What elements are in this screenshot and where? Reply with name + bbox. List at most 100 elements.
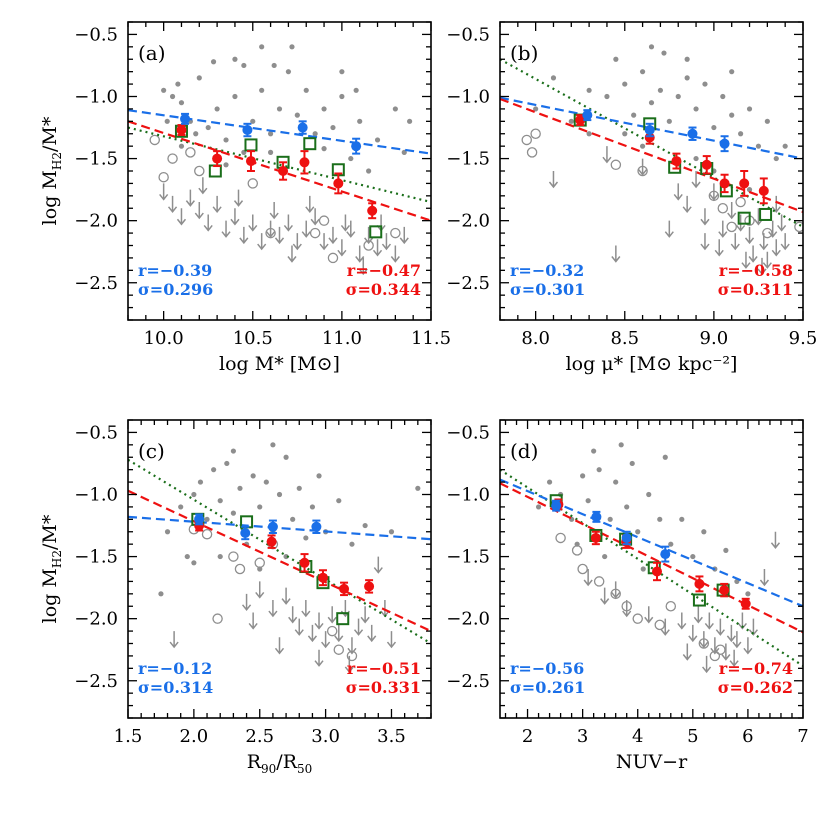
grey-dot xyxy=(568,118,574,124)
blue-mean-point xyxy=(180,113,191,124)
grey-open-circle xyxy=(318,215,330,226)
grey-dot xyxy=(205,124,211,131)
grey-dot xyxy=(232,93,238,100)
x-tick-label: 11.0 xyxy=(322,328,362,349)
grey-dot xyxy=(392,106,398,112)
x-tick-label: 2.0 xyxy=(180,726,209,747)
grey-dot xyxy=(276,106,283,112)
grey-dot xyxy=(374,137,381,143)
grey-dot xyxy=(285,69,292,75)
y-tick-label: −2.5 xyxy=(74,273,118,294)
x-tick-label: 2 xyxy=(522,726,533,747)
upper-limit-arrow xyxy=(281,587,291,605)
grey-open-circle xyxy=(326,625,338,637)
grey-dot xyxy=(349,541,355,547)
grey-dot xyxy=(764,118,770,124)
upper-limit-arrow xyxy=(358,257,368,276)
upper-limit-arrow xyxy=(704,612,714,630)
upper-limit-arrow xyxy=(759,569,770,587)
y-tick-label: −0.5 xyxy=(74,24,118,45)
grey-dot xyxy=(289,44,295,50)
x-axis-title: NUV−r xyxy=(616,751,688,773)
blue-mean-point xyxy=(240,527,251,538)
upper-limit-arrow xyxy=(583,569,593,587)
grey-dot xyxy=(230,510,236,516)
upper-limit-arrow xyxy=(373,556,383,574)
green-square xyxy=(692,593,706,607)
green-square xyxy=(208,164,222,178)
grey-dot xyxy=(294,112,300,118)
grey-dot xyxy=(679,516,685,522)
grey-dot xyxy=(723,547,729,553)
blue-mean-point xyxy=(297,122,308,133)
upper-limit-arrow xyxy=(744,226,755,245)
upper-limit-arrow xyxy=(710,637,720,655)
blue-mean-point xyxy=(660,549,671,560)
upper-limit-arrow xyxy=(194,202,204,220)
y-tick-label: −1.0 xyxy=(446,87,490,108)
upper-limit-arrow xyxy=(715,618,725,636)
upper-limit-arrow xyxy=(673,183,683,201)
red-r-value: r=−0.47 xyxy=(347,261,421,280)
green-square xyxy=(303,137,317,151)
upper-limit-arrow xyxy=(287,245,297,263)
grey-dot xyxy=(646,491,652,498)
grey-dot xyxy=(362,522,368,529)
grey-dot xyxy=(178,504,184,510)
upper-limit-arrow xyxy=(727,202,737,220)
red-mean-point xyxy=(212,153,223,164)
grey-dot xyxy=(746,106,753,112)
grey-open-circle xyxy=(735,196,746,208)
grey-dot xyxy=(388,529,395,535)
green-square xyxy=(336,612,350,626)
upper-limit-arrow xyxy=(337,239,347,257)
green-square xyxy=(737,211,751,225)
panel-label: (d) xyxy=(510,439,538,463)
red-dashed-fit xyxy=(500,97,803,214)
grey-dot xyxy=(657,516,663,522)
upper-limit-arrow xyxy=(771,239,781,257)
upper-limit-arrow xyxy=(301,600,311,618)
red-mean-point xyxy=(739,178,750,189)
blue-r-value: r=−0.32 xyxy=(510,261,584,280)
y-tick-label: −2.0 xyxy=(74,211,118,232)
x-tick-label: 10.5 xyxy=(233,328,273,349)
grey-dot xyxy=(596,467,602,473)
grey-dot xyxy=(267,149,274,155)
grey-dot xyxy=(223,162,229,168)
grey-open-circle xyxy=(234,563,246,575)
upper-limit-arrow xyxy=(327,606,337,624)
grey-dot xyxy=(191,491,197,498)
blue-mean-point xyxy=(242,125,253,136)
grey-dot xyxy=(622,81,628,87)
plot-area xyxy=(500,442,803,674)
grey-dot xyxy=(164,118,170,124)
grey-dot xyxy=(250,473,256,479)
upper-limit-arrow xyxy=(167,195,178,214)
upper-limit-arrow xyxy=(328,226,338,245)
upper-limit-arrow xyxy=(700,233,710,251)
grey-dot xyxy=(175,81,181,87)
red-sigma-value: σ=0.331 xyxy=(346,678,421,697)
x-axis-title: log μ* [M⊙ kpc⁻²] xyxy=(566,353,738,375)
red-mean-point xyxy=(671,156,682,167)
red-mean-point xyxy=(333,178,344,189)
grey-dot xyxy=(586,87,592,93)
y-tick-label: −1.5 xyxy=(446,149,490,170)
blue-r-value: r=−0.12 xyxy=(138,659,212,678)
upper-limit-arrow xyxy=(730,233,740,251)
grey-dot xyxy=(303,535,309,541)
blue-mean-point xyxy=(621,532,632,543)
upper-limit-arrow xyxy=(221,220,231,238)
upper-limit-arrow xyxy=(241,593,252,612)
upper-limit-arrow xyxy=(700,208,710,226)
red-r-value: r=−0.74 xyxy=(719,659,793,678)
upper-limit-arrow xyxy=(364,226,374,245)
green-dotted-fit xyxy=(128,458,431,645)
grey-dot xyxy=(738,131,744,137)
grey-dot xyxy=(657,87,664,93)
x-tick-label: 6 xyxy=(742,726,753,747)
grey-dot xyxy=(321,146,327,152)
y-tick-label: −2.0 xyxy=(74,609,118,630)
upper-limit-arrow xyxy=(203,214,213,232)
